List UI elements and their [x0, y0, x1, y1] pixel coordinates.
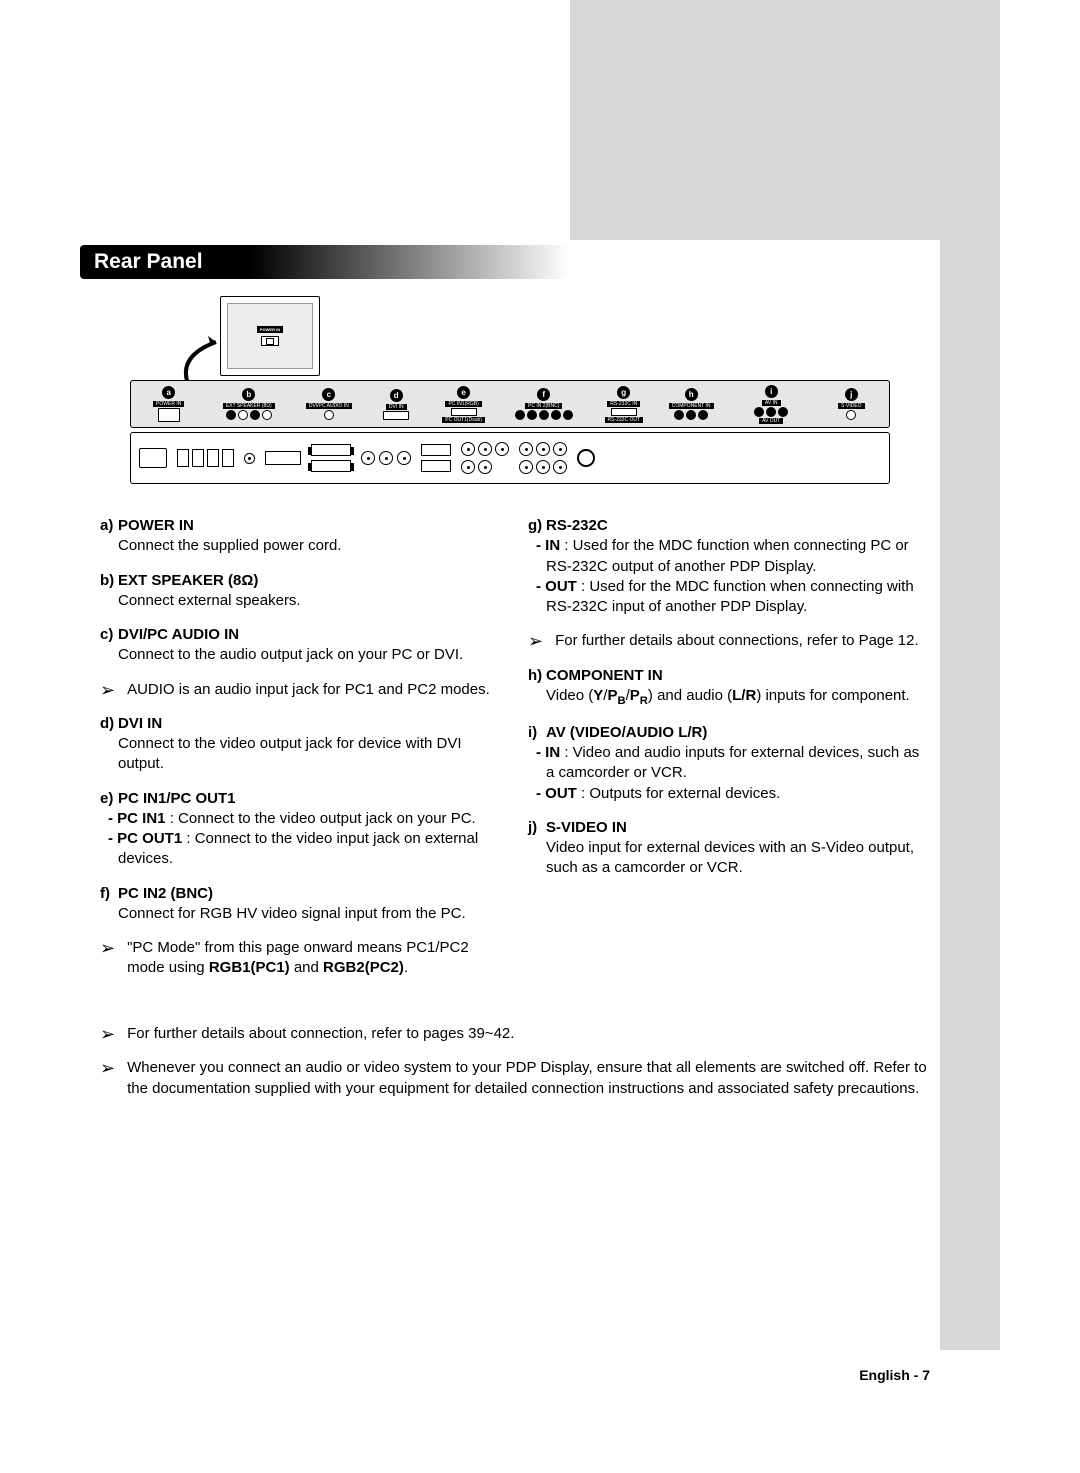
item-head-j: j)S-VIDEO IN — [528, 818, 930, 838]
side-gray-stripe — [940, 0, 1000, 1350]
section-heading-bar: Rear Panel — [80, 245, 570, 279]
item-f: f)PC IN2 (BNC)Connect for RGB HV video s… — [100, 884, 502, 925]
page-footer: English - 7 — [859, 1367, 930, 1383]
item-body: Connect external speakers. — [100, 591, 502, 611]
item-j: j)S-VIDEO INVideo input for external dev… — [528, 818, 930, 879]
note-text: Whenever you connect an audio or video s… — [127, 1058, 930, 1099]
port-group-b: EXT SPEAKER (8Ω) — [223, 403, 275, 420]
panel-letter-j: j — [845, 388, 858, 401]
port-group-e: PC IN1(RGB)PC OUT1(Dsub) — [442, 401, 485, 423]
section-heading: Rear Panel — [94, 250, 203, 274]
item-sub: OUT : Outputs for external devices. — [528, 784, 930, 804]
item-head-g: g)RS-232C — [528, 516, 930, 536]
item-body: Video input for external devices with an… — [528, 838, 930, 879]
item-head-f: f)PC IN2 (BNC) — [100, 884, 502, 904]
note-text: AUDIO is an audio input jack for PC1 and… — [127, 680, 490, 700]
pointer-icon: ➢ — [100, 1024, 115, 1043]
item-head-a: a)POWER IN — [100, 516, 502, 536]
item-c: c)DVI/PC AUDIO INConnect to the audio ou… — [100, 625, 502, 666]
left-column: a)POWER INConnect the supplied power cor… — [100, 516, 502, 993]
item-sub: PC OUT1 : Connect to the video input jac… — [100, 829, 502, 870]
side-gray-block — [570, 0, 1000, 240]
panel-connectors-row — [130, 432, 890, 484]
port-group-f: PC IN 2(BNC) — [515, 403, 573, 420]
panel-letter-a: a — [162, 386, 175, 399]
panel-label-row: a POWER IN b EXT SPEAKER (8Ω) c DVI/PC AUDIO … — [130, 380, 890, 428]
note-text: "PC Mode" from this page onward means PC… — [127, 938, 502, 979]
item-head-e: e)PC IN1/PC OUT1 — [100, 789, 502, 809]
power-in-callout: POWER IN — [220, 296, 320, 376]
note-row: ➢ "PC Mode" from this page onward means P… — [100, 938, 502, 979]
panel-letter-b: b — [242, 388, 255, 401]
panel-letter-d: d — [390, 389, 403, 402]
item-b: b)EXT SPEAKER (8Ω)Connect external speak… — [100, 571, 502, 612]
item-sub: IN : Video and audio inputs for external… — [528, 743, 930, 784]
port-group-d: DVI IN — [383, 404, 409, 420]
item-sub: PC IN1 : Connect to the video output jac… — [100, 809, 502, 829]
panel-letter-h: h — [685, 388, 698, 401]
item-i: i)AV (VIDEO/AUDIO L/R)IN : Video and aud… — [528, 723, 930, 804]
content-columns: a)POWER INConnect the supplied power cor… — [100, 516, 930, 993]
item-a: a)POWER INConnect the supplied power cor… — [100, 516, 502, 557]
item-e: e)PC IN1/PC OUT1PC IN1 : Connect to the … — [100, 789, 502, 870]
panel-letter-i: i — [765, 385, 778, 398]
port-group-i: AV INAV OUT — [754, 400, 788, 424]
item-body: Connect for RGB HV video signal input fr… — [100, 904, 502, 924]
item-g: g)RS-232CIN : Used for the MDC function … — [528, 516, 930, 617]
pointer-icon: ➢ — [528, 631, 543, 650]
item-d: d)DVI INConnect to the video output jack… — [100, 714, 502, 775]
item-head-b: b)EXT SPEAKER (8Ω) — [100, 571, 502, 591]
item-body: Connect the supplied power cord. — [100, 536, 502, 556]
item-h: h)COMPONENT INVideo (Y/PB/PR) and audio … — [528, 666, 930, 709]
note-text: For further details about connection, re… — [127, 1024, 514, 1044]
note-text: For further details about connections, r… — [555, 631, 919, 651]
item-body: Connect to the audio output jack on your… — [100, 645, 502, 665]
note-row: ➢ AUDIO is an audio input jack for PC1 an… — [100, 680, 502, 700]
pointer-icon: ➢ — [100, 1058, 115, 1077]
port-group-h: COMPONENT IN — [669, 403, 714, 420]
right-column: g)RS-232CIN : Used for the MDC function … — [528, 516, 930, 993]
pointer-icon: ➢ — [100, 680, 115, 699]
item-body: Connect to the video output jack for dev… — [100, 734, 502, 775]
port-group-c: DVI/PC AUDIO IN — [306, 403, 352, 420]
item-head-c: c)DVI/PC AUDIO IN — [100, 625, 502, 645]
port-group-j: S-VIDEO — [838, 403, 865, 420]
panel-letter-c: c — [322, 388, 335, 401]
panel-letter-g: g — [617, 386, 630, 399]
port-group-g: RS-232C INRS-232C OUT — [605, 401, 644, 423]
footer-notes: ➢ For further details about connection, r… — [100, 1020, 930, 1113]
panel-letter-e: e — [457, 386, 470, 399]
panel-letter-f: f — [537, 388, 550, 401]
item-body: Video (Y/PB/PR) and audio (L/R) inputs f… — [528, 686, 930, 709]
port-group-a: POWER IN — [153, 401, 184, 422]
item-head-d: d)DVI IN — [100, 714, 502, 734]
item-head-h: h)COMPONENT IN — [528, 666, 930, 686]
callout-arrow — [178, 336, 228, 386]
footer-note: ➢ Whenever you connect an audio or video … — [100, 1058, 930, 1099]
note-row: ➢ For further details about connections, … — [528, 631, 930, 651]
footer-note: ➢ For further details about connection, r… — [100, 1024, 930, 1044]
item-head-i: i)AV (VIDEO/AUDIO L/R) — [528, 723, 930, 743]
pointer-icon: ➢ — [100, 938, 115, 957]
item-sub: IN : Used for the MDC function when conn… — [528, 536, 930, 577]
item-sub: OUT : Used for the MDC function when con… — [528, 577, 930, 618]
